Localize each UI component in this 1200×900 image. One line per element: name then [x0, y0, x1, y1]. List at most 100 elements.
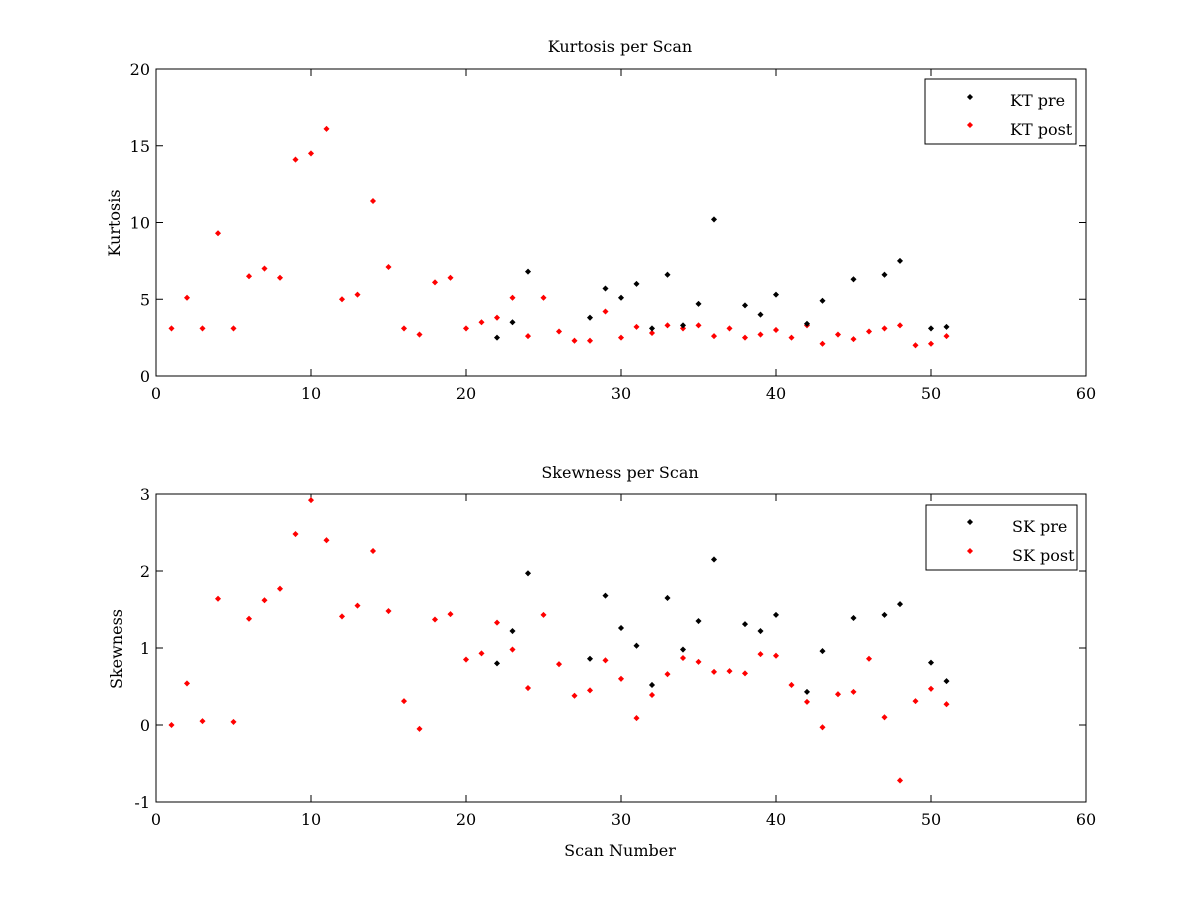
y-tick-label: 1 — [140, 639, 150, 658]
data-point — [912, 698, 919, 705]
data-point — [493, 334, 501, 341]
legend-box — [924, 78, 1077, 145]
x-axis-label: Scan Number — [564, 841, 676, 860]
y-axis-label: Kurtosis — [105, 189, 124, 256]
data-point — [788, 334, 795, 341]
data-point — [664, 671, 671, 678]
data-point — [881, 714, 888, 721]
data-point — [245, 273, 253, 280]
data-point — [757, 628, 764, 635]
data-point — [493, 314, 501, 321]
data-point — [602, 592, 609, 599]
data-point — [741, 334, 749, 341]
data-point — [540, 294, 547, 301]
legend-marker-sk-post — [966, 547, 974, 555]
x-tick-label: 30 — [611, 810, 631, 829]
legend-marker-kt-pre — [966, 93, 974, 101]
data-point — [524, 570, 532, 577]
data-point — [354, 602, 361, 609]
data-point — [571, 692, 578, 699]
data-point — [896, 777, 904, 784]
y-tick-label: 0 — [140, 716, 150, 735]
data-points — [168, 125, 950, 349]
data-point — [726, 668, 733, 675]
data-point — [757, 331, 764, 338]
data-point — [602, 657, 609, 664]
data-point — [462, 656, 470, 663]
data-point — [710, 216, 718, 223]
data-point — [617, 675, 625, 682]
data-point — [803, 698, 811, 705]
data-point — [633, 642, 640, 649]
data-point — [819, 340, 826, 347]
legend-label-sk-post: SK post — [1012, 546, 1075, 565]
y-tick-label: 3 — [140, 485, 150, 504]
data-point — [648, 325, 656, 332]
data-point — [664, 322, 671, 329]
data-point — [586, 687, 594, 694]
data-point — [741, 621, 749, 628]
data-point — [679, 325, 687, 332]
data-point — [323, 125, 330, 132]
data-point — [261, 265, 268, 272]
data-point — [168, 325, 175, 332]
chart-title: Skewness per Scan — [541, 463, 698, 482]
data-point — [943, 333, 950, 340]
data-point — [617, 624, 625, 632]
data-point — [447, 611, 454, 618]
data-point — [664, 594, 671, 601]
data-point — [493, 619, 501, 626]
legend-marker-glyph — [966, 547, 974, 555]
data-point — [850, 336, 857, 343]
data-point — [927, 325, 935, 332]
data-point — [276, 585, 284, 592]
data-point — [695, 658, 702, 665]
legend: KT pre KT post — [924, 78, 1077, 145]
x-tick-label: 10 — [301, 384, 321, 403]
data-point — [385, 608, 392, 615]
data-point — [881, 611, 888, 618]
data-point — [493, 660, 501, 667]
data-point — [555, 661, 563, 668]
chart-title: Kurtosis per Scan — [548, 37, 692, 56]
data-point — [292, 531, 299, 538]
y-tick-label: 5 — [140, 290, 150, 309]
legend-marker-kt-post — [966, 121, 974, 129]
data-point — [540, 611, 547, 618]
data-point — [447, 274, 454, 281]
data-point — [896, 322, 904, 329]
data-point — [757, 311, 764, 318]
data-point — [865, 655, 873, 662]
data-point — [896, 601, 904, 608]
data-point — [695, 322, 702, 329]
data-point — [772, 611, 780, 618]
x-tick-label: 50 — [921, 384, 941, 403]
data-point — [385, 263, 392, 271]
data-point — [679, 322, 687, 329]
data-point — [199, 325, 206, 332]
y-tick-label: 2 — [140, 562, 150, 581]
data-point — [819, 648, 826, 655]
data-point — [586, 337, 594, 344]
legend-label-kt-pre: KT pre — [1010, 91, 1065, 110]
data-point — [850, 276, 857, 283]
data-point — [617, 334, 625, 341]
data-point — [524, 685, 532, 692]
data-point — [586, 655, 594, 662]
y-tick-label: -1 — [134, 793, 150, 812]
x-tick-label: 0 — [151, 810, 161, 829]
data-point — [183, 680, 191, 687]
data-point — [633, 715, 640, 722]
data-point — [416, 725, 423, 732]
data-point — [803, 320, 811, 327]
data-point — [509, 319, 516, 326]
data-point — [772, 326, 780, 333]
data-point — [354, 291, 361, 298]
data-point — [462, 325, 470, 332]
data-point — [710, 668, 718, 675]
data-point — [338, 613, 346, 620]
x-tick-label: 0 — [151, 384, 161, 403]
data-point — [819, 724, 826, 731]
